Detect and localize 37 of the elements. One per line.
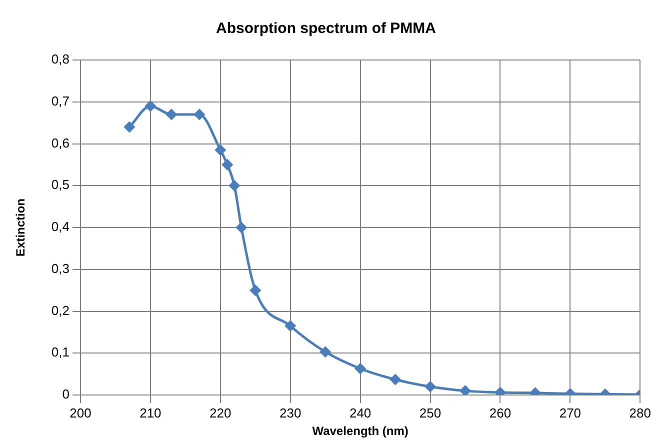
- y-tick-label: 0,6: [51, 135, 70, 150]
- y-tick-label: 0,5: [51, 177, 70, 192]
- x-tick-label: 240: [349, 405, 372, 420]
- x-tick-label: 260: [489, 405, 512, 420]
- point: [320, 346, 331, 358]
- x-tick-label: 200: [70, 405, 92, 420]
- point: [355, 363, 366, 374]
- y-tick-label: 0,4: [51, 219, 70, 234]
- point: [166, 109, 177, 120]
- point: [194, 109, 205, 120]
- point: [425, 381, 436, 392]
- point: [236, 222, 247, 233]
- x-tick-label: 230: [280, 405, 302, 420]
- point: [250, 285, 261, 296]
- point: [460, 386, 471, 395]
- point: [390, 374, 401, 385]
- point: [124, 122, 135, 132]
- x-tick-label: 220: [210, 405, 232, 420]
- x-axis-title: Wavelength (nm): [312, 424, 408, 438]
- y-tick-label: 0,8: [51, 52, 70, 67]
- y-tick-label: 0,7: [51, 93, 70, 108]
- y-axis-title: Extinction: [14, 198, 28, 257]
- x-tick-label: 250: [419, 405, 442, 420]
- point: [229, 180, 240, 191]
- point: [222, 159, 233, 170]
- point: [285, 320, 296, 332]
- x-tick-label: 210: [140, 405, 162, 420]
- chart-title: Absorption spectrum of PMMA: [216, 20, 436, 38]
- y-tick-label: 0,1: [51, 344, 70, 360]
- y-tick-label: 0,3: [51, 260, 70, 276]
- x-tick-label: 280: [629, 405, 652, 420]
- point: [215, 144, 226, 156]
- y-tick-label: 0: [62, 386, 70, 402]
- point: [145, 100, 156, 112]
- point: [494, 387, 506, 395]
- x-tick-label: 270: [559, 405, 582, 420]
- y-tick-label: 0,2: [51, 302, 70, 318]
